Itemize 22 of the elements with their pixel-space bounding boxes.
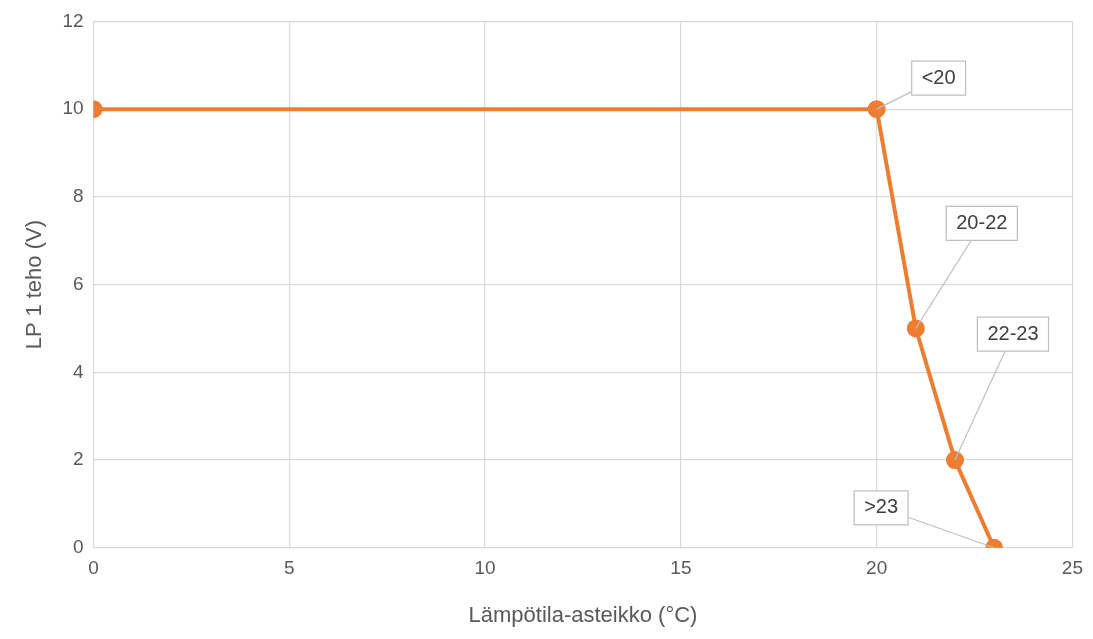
y-tick-label: 0 [72,536,84,558]
y-tick-label: 2 [72,448,84,470]
x-tick-label: 20 [866,557,888,579]
x-tick-label: 0 [88,557,99,579]
point [867,100,886,119]
annotation: 22-23 [987,321,1039,344]
point [945,451,964,470]
x-tick-label: 15 [670,557,692,579]
y-tick-label: 8 [72,185,84,207]
annotation: >23 [864,495,899,518]
x-tick-label: 10 [474,557,496,579]
x-tick-label: 5 [284,557,295,579]
x-axis-title: Lämpötila-asteikko (°C) [468,601,698,627]
y-tick-label: 10 [62,97,84,119]
x-tick-label: 25 [1061,557,1083,579]
y-axis-title: LP 1 teho (V) [21,219,47,350]
point [906,319,925,338]
y-tick-label: 4 [72,360,84,382]
y-tick-label: 6 [72,272,84,294]
annotation: <20 [921,65,956,88]
y-tick-label: 12 [62,9,84,31]
annotation: 20-22 [956,210,1008,233]
